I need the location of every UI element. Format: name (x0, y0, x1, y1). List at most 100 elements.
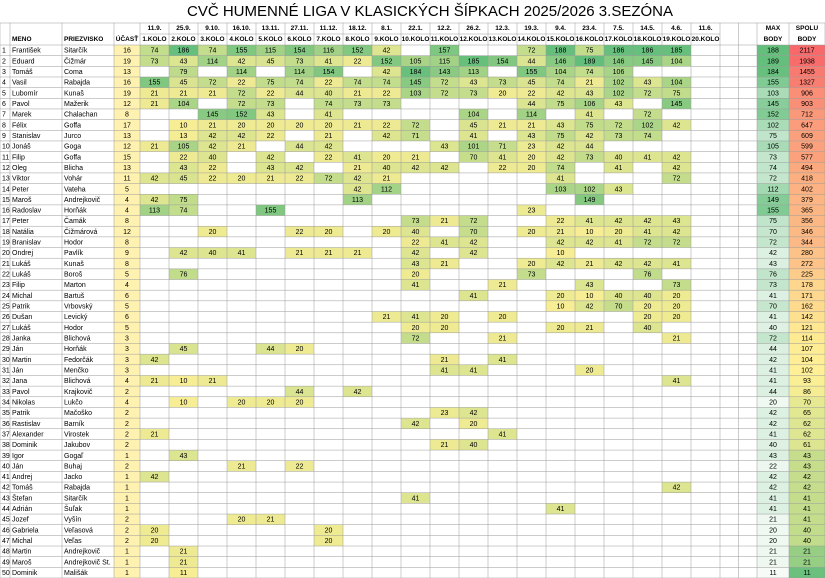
cell-text: 75 (769, 218, 777, 225)
cell-text: 4 (2, 80, 6, 87)
cell-fill (789, 108, 825, 120)
cell-fill (789, 492, 825, 504)
cell-text: 225 (801, 272, 813, 279)
cell-text: 41 (615, 240, 623, 247)
cell-text: Jurco (64, 133, 81, 140)
cell-fill (372, 66, 401, 77)
cell-text: 21 (499, 335, 507, 342)
cell-fill (459, 439, 488, 451)
cell-fill (140, 140, 169, 152)
cell-fill (256, 98, 285, 109)
cell-text: 43 (615, 101, 623, 108)
cell-text: Blichová (64, 378, 91, 385)
cell-fill (114, 354, 140, 365)
cell-text: 1938 (799, 58, 815, 65)
cell-fill (227, 140, 256, 152)
cell-text: 40 (769, 325, 777, 332)
cell-text: Janka (12, 335, 31, 342)
cell-text: 113 (149, 208, 160, 215)
cell-text: 40 (2, 463, 10, 470)
header-label: 3.KOLO (200, 36, 224, 43)
cell-fill (169, 66, 198, 77)
cell-text: 45 (180, 80, 188, 87)
cell-fill (256, 514, 285, 525)
cell-text: Rabajda (64, 485, 90, 492)
cell-fill (488, 55, 517, 67)
cell-text: 21 (803, 559, 811, 566)
cell-text: 42 (354, 186, 362, 193)
cell-fill (575, 55, 604, 67)
cell-fill (575, 183, 604, 195)
cell-fill (227, 45, 256, 56)
cell-text: 20 (325, 538, 333, 545)
cell-fill (227, 76, 256, 88)
cell-text: 8 (125, 112, 129, 119)
cell-fill (546, 290, 575, 301)
cell-text: 21 (383, 176, 391, 183)
cell-fill (789, 194, 825, 205)
cell-fill (757, 471, 789, 483)
cell-text: 13 (2, 176, 10, 183)
header-label: 16.10. (232, 25, 250, 32)
cell-text: Nikolas (12, 399, 35, 406)
cell-fill (198, 108, 227, 120)
cell-text: 20 (383, 229, 391, 236)
cell-fill (789, 76, 825, 88)
cell-fill (285, 247, 314, 259)
cell-text: 418 (801, 176, 813, 183)
cell-fill (662, 172, 691, 184)
cell-text: 42 (180, 250, 188, 257)
cell-text: 20 (267, 122, 275, 129)
cell-fill (114, 503, 140, 515)
cell-fill (546, 55, 575, 67)
cell-text: Horňák (64, 346, 87, 353)
cell-text: 142 (801, 314, 813, 321)
cell-text: 21 (209, 122, 217, 129)
cell-fill (372, 55, 401, 67)
cell-text: 157 (439, 48, 451, 55)
cell-text: 73 (267, 101, 275, 108)
cell-text: 42 (557, 261, 565, 268)
cell-text: 41 (412, 282, 420, 289)
cell-fill (169, 204, 198, 216)
cell-fill (757, 450, 789, 461)
cell-text: 37 (2, 431, 10, 438)
cell-text: 21 (441, 357, 449, 364)
cell-text: Andrejkovič (64, 549, 101, 556)
cell-text: 107 (801, 346, 813, 353)
cell-text: Rastislav (12, 421, 41, 428)
cell-text: 21 (209, 378, 217, 385)
cell-text: 186 (642, 48, 654, 55)
cell-fill (757, 514, 789, 525)
cell-text: Lukčo (64, 399, 83, 406)
cell-fill (401, 55, 430, 67)
cell-fill (114, 471, 140, 483)
cell-fill (789, 162, 825, 173)
cell-fill (198, 76, 227, 88)
cell-text: 12 (2, 165, 10, 172)
cell-text: 10 (180, 399, 188, 406)
header-label: SPOLU (796, 25, 819, 32)
cell-text: 41 (412, 314, 420, 321)
cell-text: 21 (238, 144, 246, 151)
cell-text: 21 (151, 144, 159, 151)
cell-fill (604, 45, 633, 56)
cell-text: 115 (439, 58, 450, 65)
cell-fill (488, 332, 517, 344)
cell-text: 70 (615, 304, 623, 311)
cell-text: 42 (644, 218, 652, 225)
cell-text: 1 (125, 570, 129, 577)
cell-text: 44 (528, 101, 536, 108)
cell-fill (757, 300, 789, 312)
cell-text: 72 (412, 122, 420, 129)
cell-fill (114, 130, 140, 141)
cell-text: 346 (801, 229, 813, 236)
cell-fill (343, 87, 372, 99)
cell-fill (459, 87, 488, 99)
cell-text: Krajkovič (64, 389, 93, 396)
cell-text: 19 (2, 240, 10, 247)
cell-text: 188 (555, 48, 567, 55)
cell-text: Ján (12, 346, 23, 353)
cell-fill (169, 119, 198, 131)
header-label: 17.KOLO (605, 36, 633, 43)
